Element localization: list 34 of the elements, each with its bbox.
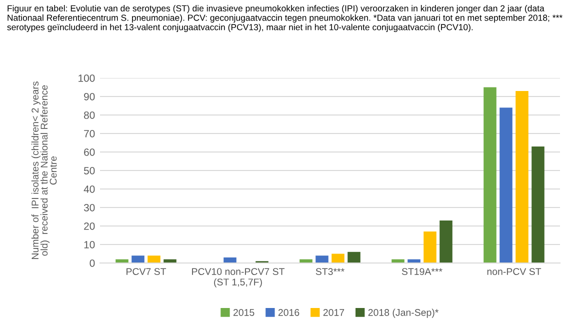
y-tick-label: 10	[84, 241, 95, 248]
y-tick-label: 60	[84, 148, 95, 156]
y-tick-label: 50	[84, 167, 95, 174]
chart-title: Figuur en tabel: Evolutie van de serotypes (ST) die invasieve pneumokokken infecties (IPI) veroorzaken in kinderen jonger dan 2 jaar (data Nationaal Referentiecentrum S. pneumoniae). PCV: geconjugaatvaccin tegen pneumokokken. *Data van januari tot en met september 2018; *** serotypes geïncludeerd in het 13-valent conjugaatvaccin (PCV13), maar niet in het 10-valente conjugaatvaccin (PCV10).	[7, 4, 562, 32]
bar	[224, 257, 236, 263]
bar	[484, 87, 496, 263]
bar	[316, 256, 328, 263]
bar	[532, 146, 544, 263]
x-tick-label: ST19A***	[402, 268, 442, 275]
legend-label: 2015	[233, 309, 254, 316]
x-tick-label: PCV7 ST	[126, 268, 166, 275]
legend-label: 2018 (Jan-Sep)*	[368, 308, 439, 318]
bar	[332, 254, 344, 263]
legend-label: 2017	[323, 309, 344, 316]
bar	[348, 252, 360, 263]
y-tick-label: 30	[84, 204, 95, 212]
bar	[440, 220, 452, 263]
bar	[132, 256, 144, 263]
y-tick-label: 70	[84, 130, 95, 138]
x-tick-label: ST3***	[316, 268, 344, 275]
y-tick-label: 20	[84, 222, 95, 230]
x-tick-label: non-PCV ST	[487, 268, 542, 275]
bar	[500, 108, 512, 263]
y-tick-label: 100	[78, 74, 95, 82]
x-tick-label: PCV10 non-PCV7 ST (ST 1,5,7F)	[192, 268, 285, 288]
legend-label: 2016	[278, 309, 300, 316]
bar	[424, 232, 436, 263]
bar	[516, 90, 528, 263]
y-tick-label: 0	[90, 260, 95, 267]
y-axis-title: Number of IPI isolates (children< 2 years old) received at the National Reference Centre	[31, 82, 57, 259]
y-tick-label: 90	[84, 93, 95, 100]
bar	[148, 256, 160, 263]
y-tick-label: 40	[84, 186, 95, 193]
y-tick-label: 80	[84, 112, 95, 119]
